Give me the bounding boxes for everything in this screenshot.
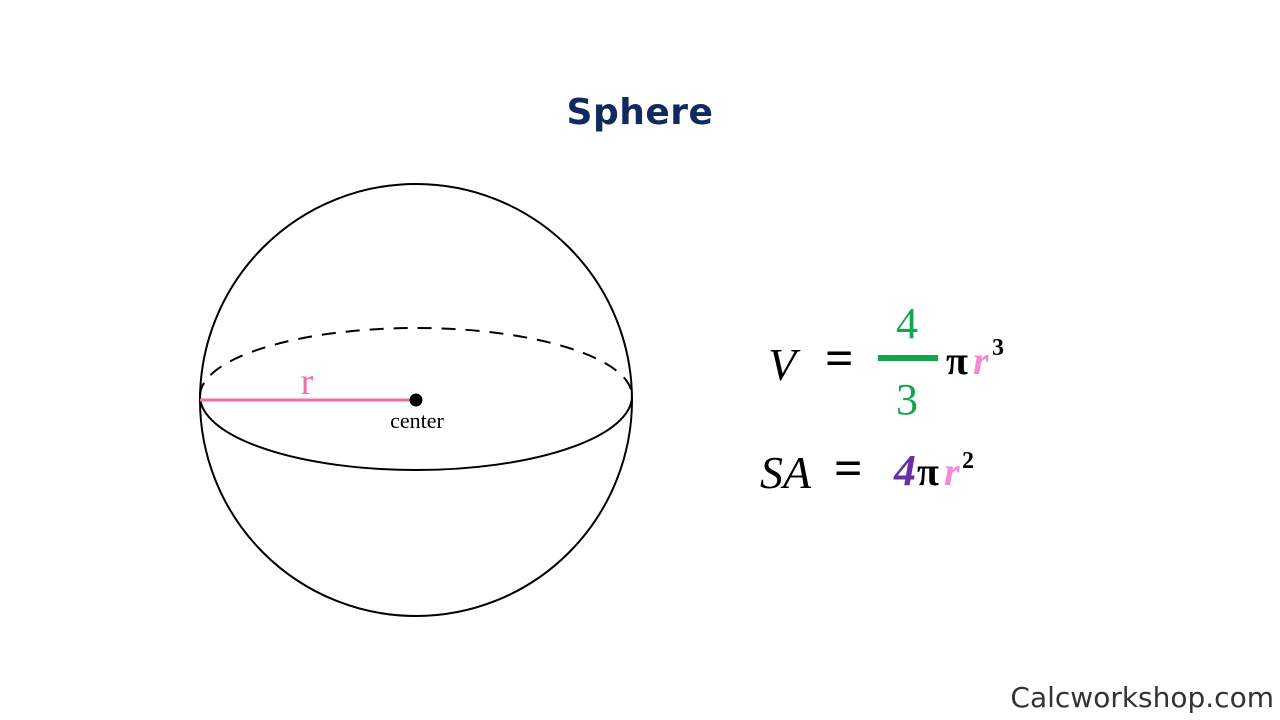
surface-area-exponent: 2 — [962, 448, 974, 474]
surface-area-lhs: SA — [760, 447, 812, 498]
equator-back-dashed — [199, 327, 633, 397]
surface-area-variable: r — [944, 449, 960, 494]
volume-lhs: V — [768, 339, 801, 390]
volume-denominator: 3 — [896, 375, 918, 424]
surface-area-pi: π — [917, 449, 939, 494]
volume-pi: π — [946, 338, 968, 383]
surface-area-coefficient: 4 — [893, 446, 916, 495]
volume-exponent: 3 — [992, 335, 1004, 361]
volume-numerator: 4 — [896, 299, 918, 348]
watermark: Calcworkshop.com — [1010, 681, 1274, 714]
volume-equals: = — [825, 330, 854, 386]
surface-area-equals: = — [834, 440, 863, 496]
page-title: Sphere — [566, 92, 714, 133]
volume-variable: r — [973, 338, 989, 383]
equator-front — [199, 395, 633, 471]
surface-area-formula: SA = 4 π r 2 — [760, 440, 974, 498]
center-point — [409, 393, 423, 407]
radius-label: r — [301, 361, 314, 403]
center-label: center — [390, 408, 444, 433]
volume-formula: V = 4 3 π r 3 — [768, 299, 1004, 424]
